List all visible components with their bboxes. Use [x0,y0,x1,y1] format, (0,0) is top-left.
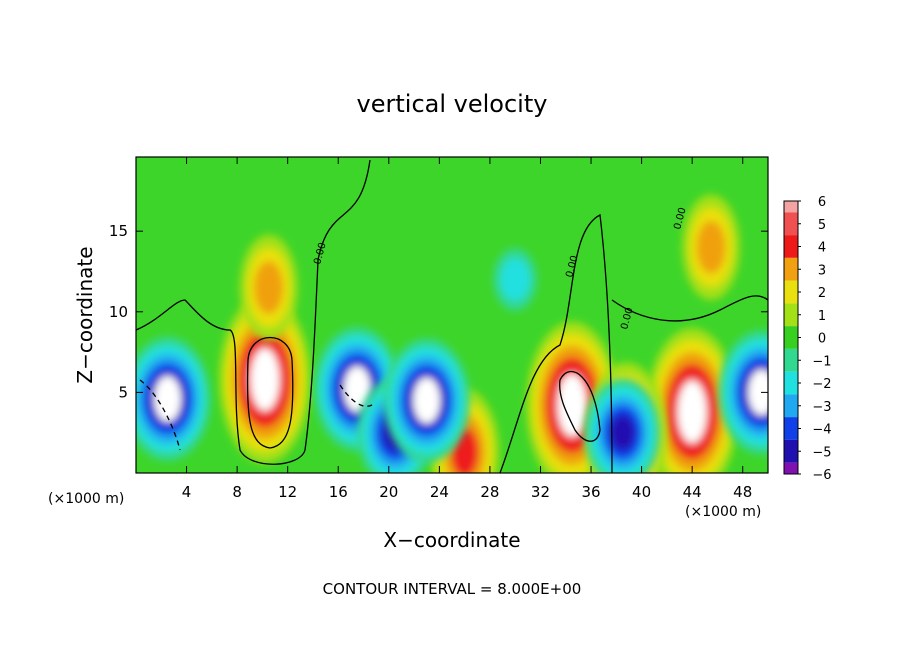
colorbar-label: 4 [818,241,826,256]
x-unit-right: (×1000 m) [685,504,761,520]
x-tick-label: 4 [182,483,192,501]
x-axis-label: X−coordinate [383,528,520,552]
y-tick-label: 15 [109,222,128,240]
zero-contour-3 [611,295,768,322]
downdraft-contour-1 [139,379,181,451]
x-tick-label: 8 [232,483,242,501]
colorbar: 6 5 4 3 2 1 0 −1 −2 −3 −4 −5 −6 [783,195,832,483]
colorbar-swatch [784,462,798,474]
plot-frame [135,156,769,474]
colorbar-swatch [784,212,798,236]
y-axis-label: Z−coordinate [73,246,97,383]
x-tick-label: 36 [581,483,600,501]
colorbar-swatch [784,371,798,395]
downdraft-contour-2 [339,384,373,407]
x-unit-left: (×1000 m) [48,491,124,507]
colorbar-swatch [784,348,798,372]
colorbar-swatch [784,439,798,463]
colorbar-label: 0 [818,332,826,347]
colorbar-label: 2 [818,286,826,301]
colorbar-swatch [784,235,798,258]
colorbar-label: 5 [818,218,826,233]
x-tick-label: 28 [480,483,499,501]
y-tick-label: 10 [109,303,128,321]
colorbar-label: −2 [812,377,831,392]
x-tick-label: 20 [379,483,398,501]
colorbar-swatch [784,280,798,304]
x-tick-label: 48 [733,483,752,501]
colorbar-label: 1 [818,309,826,324]
contour-interval-note: CONTOUR INTERVAL = 8.000E+00 [323,580,582,598]
updraft-core-2 [646,328,739,473]
colorbar-swatch [784,326,798,349]
colorbar-label: 3 [818,263,826,278]
downdraft-core-6 [493,248,538,311]
x-tick-label: 44 [683,483,702,501]
colorbar-swatch [784,257,798,281]
plot-area: 0.000.000.000.00 [135,156,769,474]
zero-contour-1 [136,159,371,465]
chart-title: vertical velocity [357,90,548,118]
updraft-contour-1 [246,337,294,449]
colorbar-label: −5 [812,445,831,460]
updraft-core-6 [239,234,298,341]
x-tick-label: 24 [430,483,449,501]
colorbar-label: −1 [812,354,831,369]
colorbar-label: −3 [812,400,831,415]
x-tick-label: 16 [329,483,348,501]
downdraft-core-5 [584,378,661,473]
colorbar-label: −4 [812,423,831,438]
colorbar-label: −6 [812,468,831,483]
x-axis: 4 8 12 16 20 24 28 32 36 40 44 48 [182,157,752,501]
colorbar-swatch [784,303,798,327]
updraft-core-5 [682,194,741,300]
velocity-field [136,194,768,473]
colorbar-label: 6 [818,195,826,210]
x-tick-label: 32 [531,483,550,501]
colorbar-swatch [784,201,798,213]
y-axis: 5 10 15 [109,222,768,401]
colorbar-swatch [784,417,798,440]
x-tick-label: 12 [278,483,297,501]
x-tick-label: 40 [632,483,651,501]
downdraft-core-3 [383,338,470,463]
zero-contour-2 [499,214,613,473]
downdraft-core-0 [136,336,211,461]
colorbar-swatch [784,394,798,418]
downdraft-core-4 [718,330,768,455]
updraft-contour-2 [559,370,601,442]
y-tick-label: 5 [118,383,128,401]
